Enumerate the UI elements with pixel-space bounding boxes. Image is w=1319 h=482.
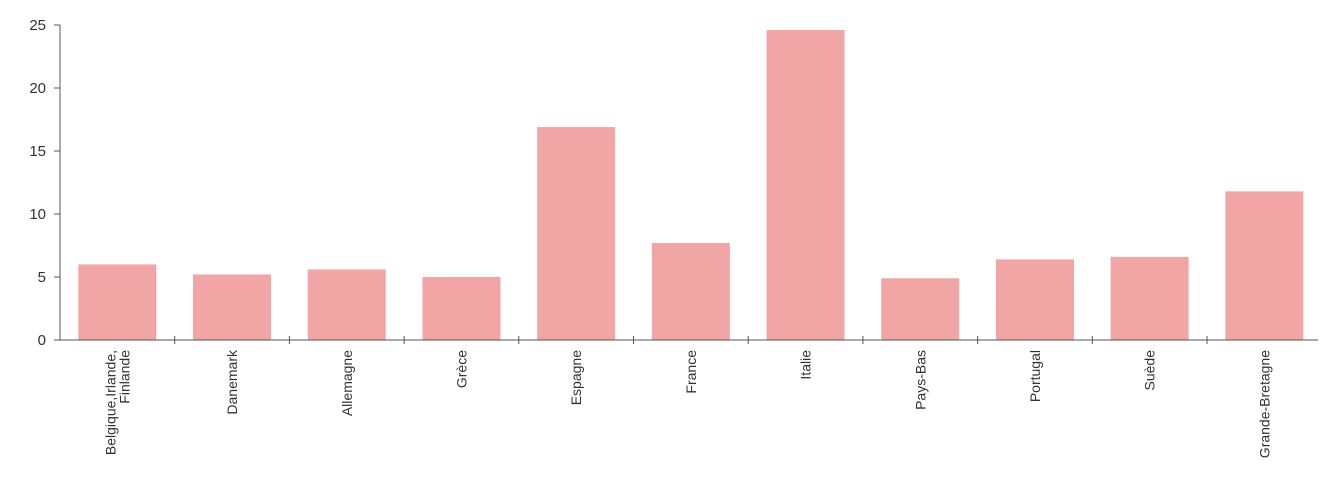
bar bbox=[193, 274, 272, 340]
bar bbox=[537, 127, 616, 340]
bar bbox=[1110, 256, 1189, 340]
bar bbox=[78, 264, 157, 340]
x-category-label: Suède bbox=[1142, 350, 1158, 391]
x-axis bbox=[54, 336, 1318, 344]
bar bbox=[1225, 191, 1304, 340]
x-category-label: Finlande bbox=[116, 350, 132, 404]
x-category-label: Grande-Bretagne bbox=[1256, 350, 1272, 458]
x-category-label: Espagne bbox=[568, 350, 584, 405]
y-tick-label: 20 bbox=[29, 80, 46, 97]
x-category-label: Belgique,Irlande, bbox=[102, 350, 118, 455]
x-category-label: Portugal bbox=[1027, 350, 1043, 402]
x-category-label: Allemagne bbox=[339, 350, 355, 416]
y-tick-label: 15 bbox=[29, 143, 46, 160]
bars bbox=[78, 30, 1304, 340]
x-category-label: Grèce bbox=[453, 350, 469, 388]
x-category-label: Italie bbox=[798, 350, 814, 380]
bar bbox=[422, 277, 501, 340]
x-category-label: Pays-Bas bbox=[912, 350, 928, 410]
y-tick-label: 25 bbox=[29, 17, 46, 34]
y-tick-label: 10 bbox=[29, 206, 46, 223]
bar bbox=[651, 242, 730, 340]
x-axis-labels: Belgique,Irlande,Finlande Danemark Allemag… bbox=[102, 349, 1272, 458]
bar bbox=[307, 269, 386, 340]
x-category-label: France bbox=[683, 350, 699, 394]
y-tick-label: 0 bbox=[38, 332, 46, 349]
y-tick-label: 5 bbox=[38, 269, 46, 286]
y-axis: 0 5 10 15 20 25 bbox=[29, 17, 61, 349]
x-category-label: Danemark bbox=[224, 349, 240, 415]
bar bbox=[766, 30, 845, 340]
bar bbox=[995, 259, 1074, 340]
bar bbox=[881, 278, 960, 340]
